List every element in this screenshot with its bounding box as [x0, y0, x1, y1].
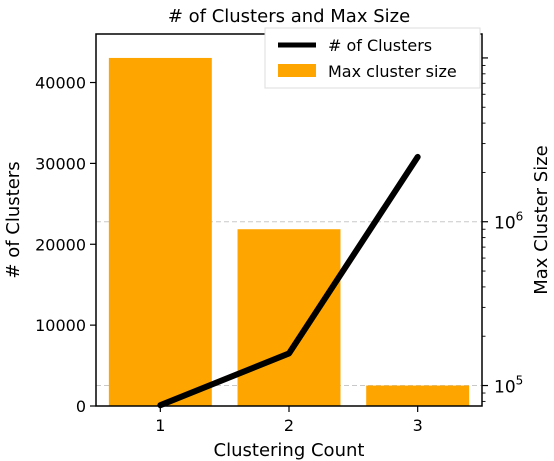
bar [108, 57, 212, 406]
x-axis: 1 2 3 [155, 406, 423, 435]
line-series [157, 153, 421, 409]
y-axis-left-label: # of Clusters [3, 161, 24, 278]
legend: # of Clusters Max cluster size [264, 27, 481, 89]
x-tick-label: 2 [284, 416, 294, 435]
y-left-tick-label: 20000 [35, 235, 86, 254]
bar [237, 229, 341, 406]
bar-series [108, 57, 470, 406]
legend-entry-max-size: Max cluster size [328, 62, 457, 81]
y-left-tick-label: 10000 [35, 316, 86, 335]
y-right-tick-label: 106 [494, 210, 523, 234]
y-axis-left: 0 10000 20000 30000 40000 [35, 74, 96, 416]
y-left-tick-label: 30000 [35, 154, 86, 173]
bar [366, 385, 470, 406]
x-tick-label: 1 [155, 416, 165, 435]
y-left-tick-label: 40000 [35, 74, 86, 93]
legend-bar-swatch [278, 64, 316, 77]
legend-entry-clusters: # of Clusters [328, 36, 432, 55]
chart-title: # of Clusters and Max Size [168, 6, 410, 27]
y-axis-right-label: Max Cluster Size [531, 145, 552, 295]
y-axis-right: 105 106 [482, 57, 523, 402]
x-tick-label: 3 [413, 416, 423, 435]
y-right-tick-label: 105 [494, 374, 523, 398]
y-left-tick-label: 0 [76, 397, 86, 416]
x-axis-label: Clustering Count [214, 440, 365, 461]
legend-box [264, 27, 481, 89]
